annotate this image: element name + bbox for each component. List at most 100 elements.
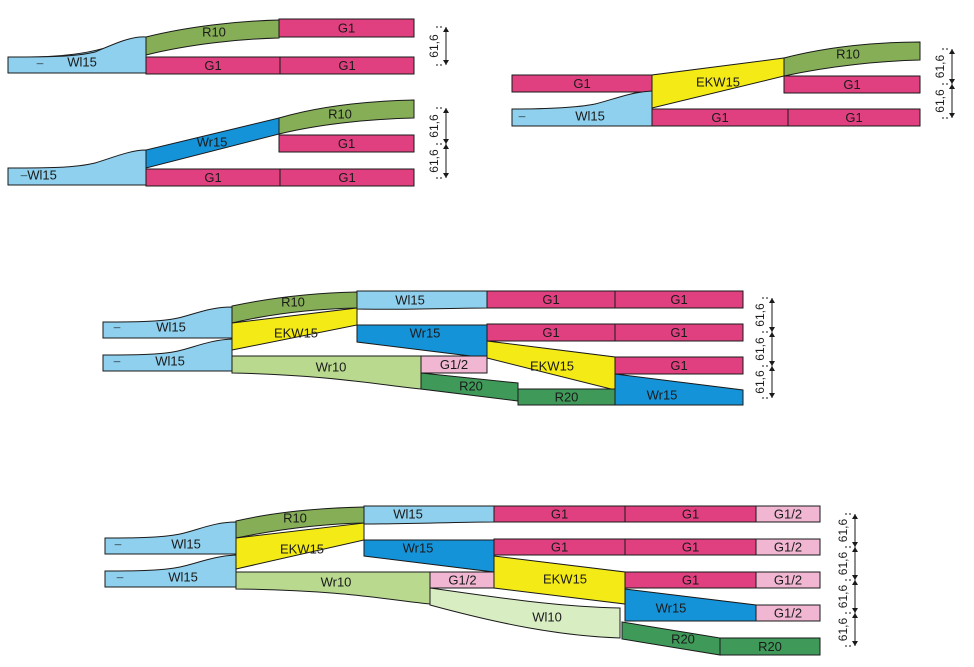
- l4-wr10: Wr10: [235, 571, 431, 605]
- l1-wl15-a: Wl15: [7, 36, 147, 74]
- l4-wl15-c-dash: –: [116, 569, 124, 584]
- l4-g12-e-label: G1/2: [774, 605, 802, 620]
- l3-dim-c: 61,6: [753, 365, 775, 399]
- l3-wr10: Wr10: [231, 355, 422, 390]
- l1-r10-b: R10: [278, 99, 415, 135]
- l3-r20-a: R20: [420, 372, 519, 402]
- l1-g1-b2: G1: [145, 168, 281, 187]
- l4-r20-a-label: R20: [671, 631, 695, 646]
- l3-r20-b: R20: [517, 388, 616, 406]
- l1-wl15-a-dash: –: [36, 55, 44, 70]
- l2-g1-a-label: G1: [573, 76, 590, 91]
- l3-g1-a1-label: G1: [542, 292, 559, 307]
- l1-dim-b1: 61,6: [427, 107, 449, 145]
- l1-g1-b1-label: G1: [338, 136, 355, 151]
- l4-wr15-b-label: Wr15: [656, 600, 687, 615]
- l2-g1-b: G1: [783, 75, 921, 94]
- l4-wl15-a: Wl15: [104, 521, 237, 555]
- l1-g1-top: G1: [278, 18, 415, 38]
- l4-dim-c-label: 61,6: [836, 584, 850, 608]
- l4-g1-a1: G1: [493, 505, 626, 523]
- l4-dim-b-label: 61,6: [836, 551, 850, 575]
- l2-wl15-dash: –: [518, 108, 526, 123]
- l3-ekw15-a-label: EKW15: [274, 325, 318, 340]
- l4-wl10-label: Wl10: [532, 609, 562, 624]
- l2-ekw15: EKW15: [651, 57, 785, 109]
- l4-wl15-b-label: Wl15: [393, 506, 423, 521]
- l3-g1-b2: G1: [614, 323, 744, 342]
- l4-ekw15-a-label: EKW15: [280, 541, 324, 556]
- l1-g1-mid-a-label: G1: [204, 58, 221, 73]
- l2-r10-label: R10: [836, 46, 860, 61]
- l1-r10-a: R10: [145, 19, 280, 56]
- l4-dim-d-label: 61,6: [836, 617, 850, 641]
- l1-g1-top-label: G1: [338, 20, 355, 35]
- l3-dim-a: 61,6: [753, 297, 775, 333]
- l1-wl15-a-label: Wl15: [67, 54, 97, 69]
- l1-wr15-b: Wr15: [145, 117, 280, 169]
- l4-wl15-c: Wl15: [104, 554, 237, 588]
- l2-g1-d: G1: [787, 108, 921, 127]
- l3-dim-c-label: 61,6: [753, 370, 767, 394]
- l1-g1-b1: G1: [278, 134, 415, 153]
- l4-r10-label: R10: [283, 510, 307, 525]
- l1-dim-a-label: 61,6: [427, 34, 441, 58]
- l3-dim-a-label: 61,6: [753, 303, 767, 327]
- l1-dim-a: 61,6: [427, 26, 449, 66]
- l4-g12-c: G1/2: [429, 571, 496, 589]
- l3-wr15-b: Wr15: [614, 373, 744, 406]
- l1-dim-b2: 61,6: [427, 143, 449, 179]
- l1-g1-mid-b-label: G1: [338, 58, 355, 73]
- l4-wr15-a: Wr15: [363, 539, 495, 573]
- l3-wl15-a: Wl15: [102, 306, 233, 339]
- l2-wl15: Wl15: [511, 90, 653, 127]
- l2-dim-b-label: 61,6: [933, 89, 947, 113]
- dimension-markers: 61,6 61,6 61,6 61,6 61,6 61,6 61,6 61,6 61,6 61,6…: [427, 26, 955, 647]
- l3-wl15-b-label: Wl15: [395, 292, 425, 307]
- l1-g1-mid-a: G1: [145, 56, 281, 75]
- l3-g1-c-label: G1: [670, 358, 687, 373]
- l4-dim-a-label: 61,6: [836, 518, 850, 542]
- l3-g12: G1/2: [420, 355, 488, 374]
- l3-wr10-label: Wr10: [316, 359, 347, 374]
- l4-ekw15-b-label: EKW15: [543, 571, 587, 586]
- l4-dim-c: 61,6: [836, 579, 858, 614]
- l1-g1-b2-label: G1: [204, 170, 221, 185]
- l3-dim-b: 61,6: [753, 331, 775, 367]
- l2-g1-a: G1: [511, 74, 653, 93]
- l4-g1-b1-label: G1: [551, 539, 568, 554]
- l4-dim-d: 61,6: [836, 612, 858, 647]
- l3-g1-b1: G1: [486, 323, 616, 342]
- l1-dim-b2-label: 61,6: [427, 149, 441, 173]
- l4-g12-b: G1/2: [755, 538, 821, 556]
- l1-wl15-b-label: Wl15: [27, 167, 57, 182]
- l3-wl15-a-label: Wl15: [156, 319, 186, 334]
- l1-g1-b3: G1: [279, 168, 415, 187]
- l1-dim-b1-label: 61,6: [427, 114, 441, 138]
- l2-g1-d-label: G1: [845, 110, 862, 125]
- l1-g1-b3-label: G1: [338, 170, 355, 185]
- l2-dim-b: 61,6: [933, 83, 955, 119]
- l3-g1-a2-label: G1: [670, 292, 687, 307]
- l3-g1-a2: G1: [614, 290, 744, 309]
- l3-r20-b-label: R20: [555, 389, 579, 404]
- l3-g1-b2-label: G1: [670, 325, 687, 340]
- l4-g1-a2-label: G1: [682, 506, 699, 521]
- l4-g1-c-label: G1: [682, 572, 699, 587]
- l1-g1-mid-b: G1: [279, 56, 415, 75]
- l4-g1-a1-label: G1: [551, 506, 568, 521]
- l4-wl15-b: Wl15: [363, 505, 495, 525]
- l1-wl15-b-dash: –: [20, 167, 28, 182]
- l4-wl15-a-dash: –: [114, 536, 122, 551]
- l4-wr10-label: Wr10: [321, 574, 352, 589]
- l4-r20-b: R20: [719, 637, 821, 656]
- l4-wr15-a-label: Wr15: [403, 540, 434, 555]
- l2-dim-a-label: 61,6: [933, 54, 947, 78]
- l4-g1-b2: G1: [624, 538, 757, 556]
- l3-wr15-b-label: Wr15: [647, 387, 678, 402]
- l2-ekw15-label: EKW15: [696, 74, 740, 89]
- l4-g12-c-label: G1/2: [448, 572, 476, 587]
- l4-g12-d-label: G1/2: [774, 572, 802, 587]
